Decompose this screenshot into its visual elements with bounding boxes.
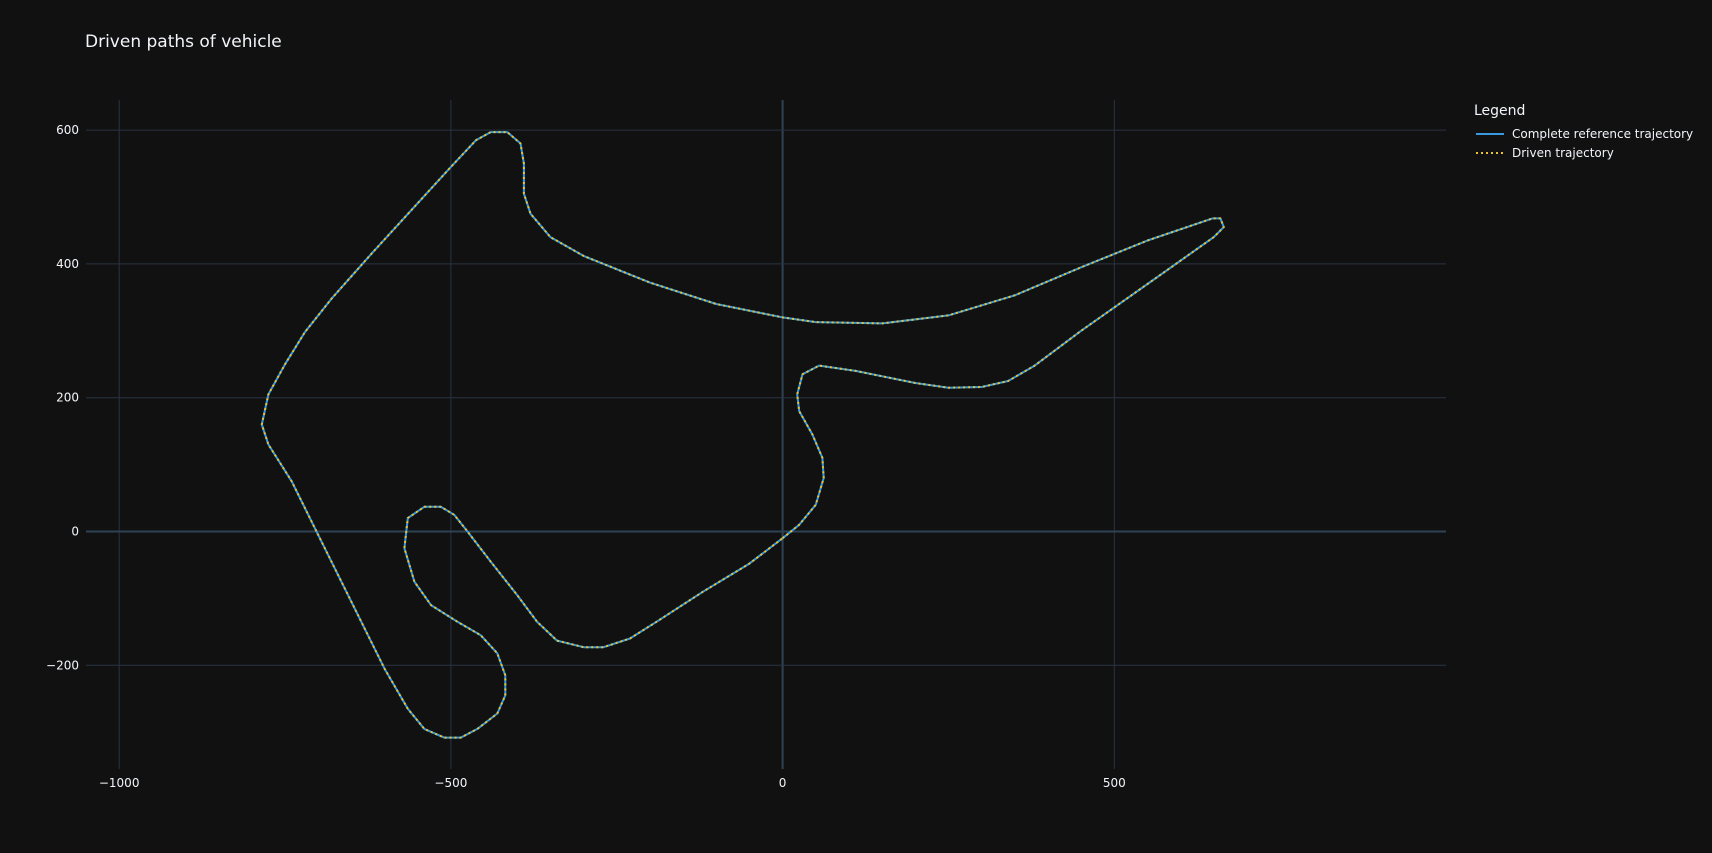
legend-title: Legend bbox=[1474, 103, 1526, 119]
x-tick-label: 500 bbox=[1103, 776, 1126, 790]
y-tick-label: 600 bbox=[56, 123, 79, 137]
legend: Legend Complete reference trajectory Dri… bbox=[1474, 103, 1693, 162]
y-tick-label: 0 bbox=[71, 525, 79, 539]
chart-title: Driven paths of vehicle bbox=[85, 32, 282, 52]
y-tick-label: 400 bbox=[56, 257, 79, 271]
dotted-line-swatch-icon bbox=[1476, 151, 1504, 154]
legend-label-reference: Complete reference trajectory bbox=[1512, 126, 1694, 141]
tick-labels: −1000 −500 0 500 −200 0 200 400 600 bbox=[46, 123, 1126, 790]
x-tick-label: 0 bbox=[779, 776, 787, 790]
traces bbox=[260, 131, 1225, 739]
legend-label-driven: Driven trajectory bbox=[1512, 145, 1614, 160]
legend-item-reference[interactable]: Complete reference trajectory bbox=[1474, 124, 1693, 143]
x-tick-label: −1000 bbox=[99, 776, 140, 790]
driven-trajectory-line[interactable] bbox=[260, 131, 1225, 739]
y-tick-label: −200 bbox=[46, 658, 79, 672]
gridlines bbox=[86, 100, 1446, 769]
y-tick-label: 200 bbox=[56, 391, 79, 405]
reference-trajectory-line[interactable] bbox=[260, 131, 1225, 739]
legend-item-driven[interactable]: Driven trajectory bbox=[1474, 143, 1693, 162]
solid-line-swatch-icon bbox=[1476, 132, 1504, 135]
x-tick-label: −500 bbox=[434, 776, 467, 790]
